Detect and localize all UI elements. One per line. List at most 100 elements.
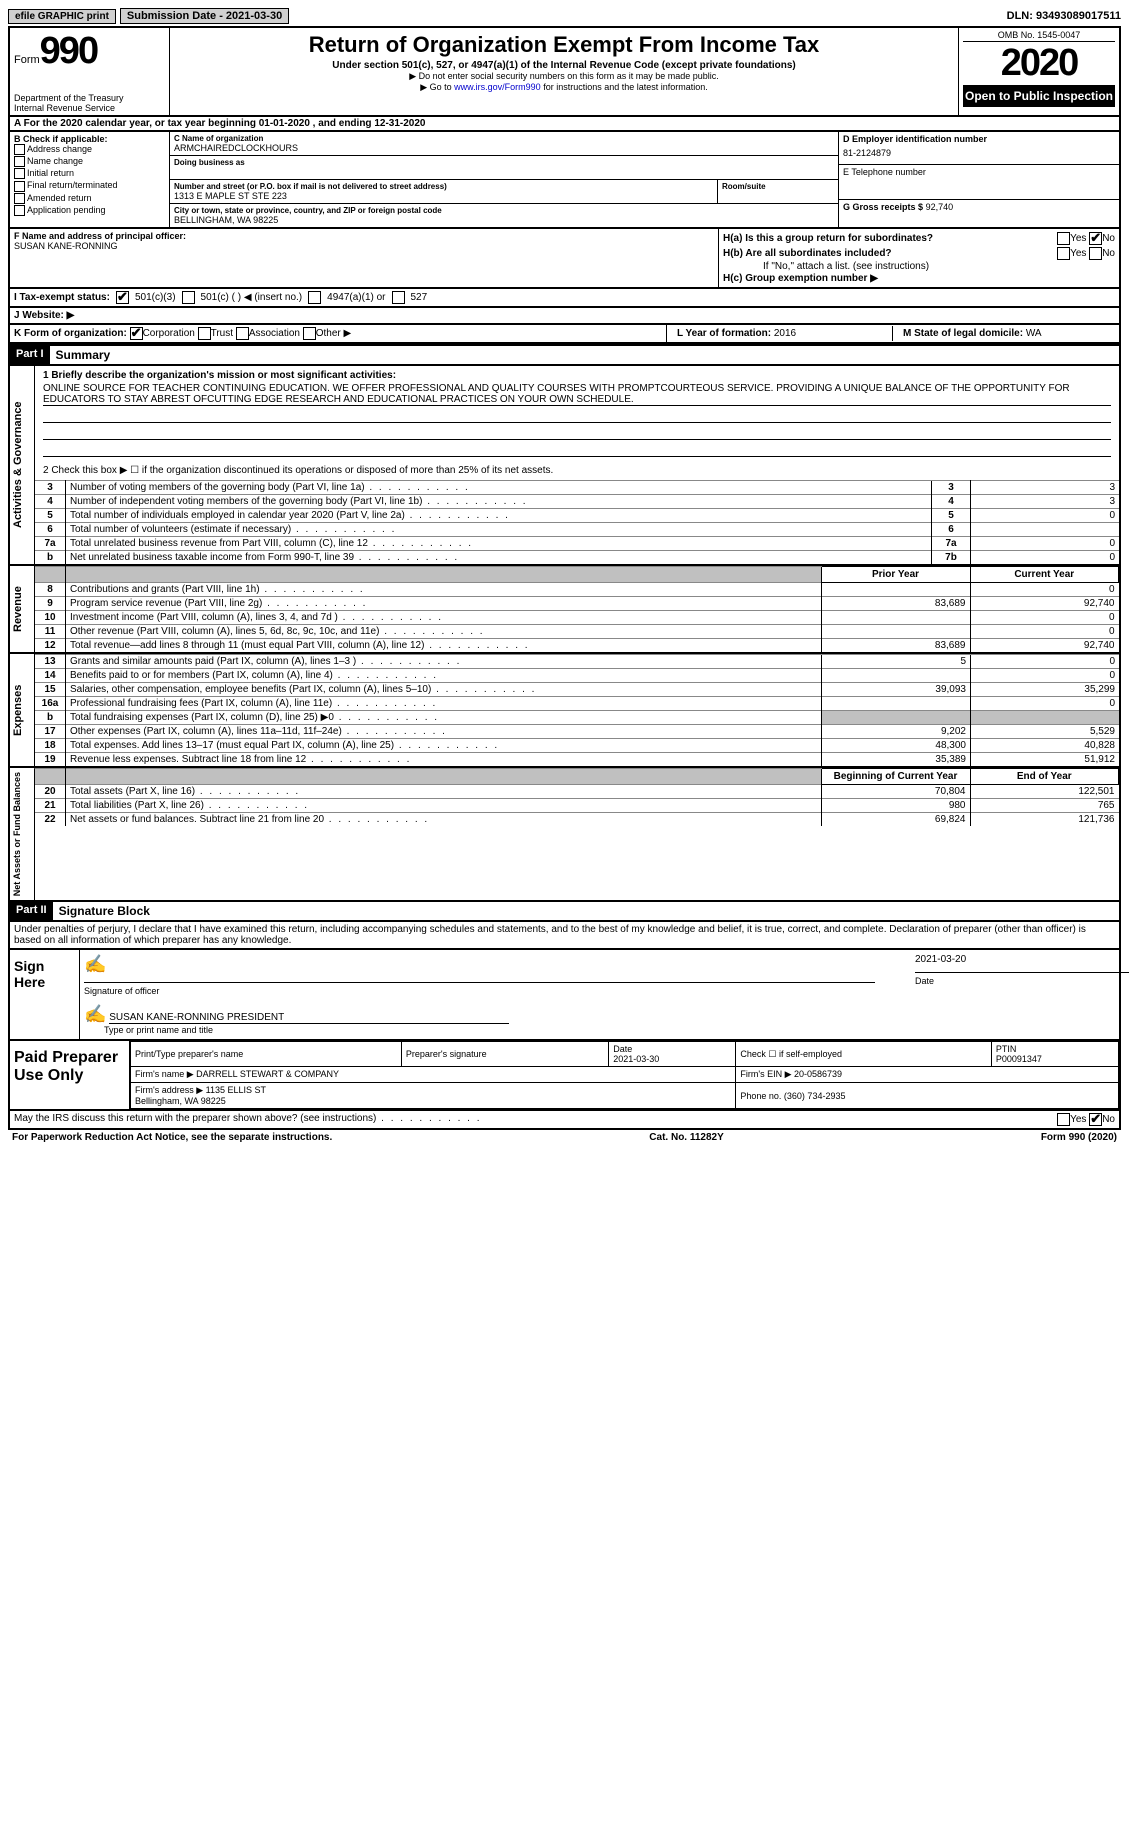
ha-label: H(a) Is this a group return for subordin… <box>723 233 933 244</box>
officer-name: SUSAN KANE-RONNING <box>14 241 714 251</box>
paid-preparer-block: Paid Preparer Use Only Print/Type prepar… <box>8 1041 1121 1111</box>
footer: For Paperwork Reduction Act Notice, see … <box>8 1130 1121 1145</box>
ein-label: D Employer identification number <box>843 134 1115 144</box>
form-header: Form990 Department of the Treasury Inter… <box>8 28 1121 117</box>
open-inspection: Open to Public Inspection <box>963 85 1115 107</box>
year-form-label: L Year of formation: <box>677 328 771 339</box>
prep-date-label: Date <box>613 1044 632 1054</box>
hb-yes[interactable]: Yes <box>1070 248 1086 259</box>
net-section-label: Net Assets or Fund Balances <box>10 768 35 900</box>
gross-label: G Gross receipts $ <box>843 202 923 212</box>
netassets-table: Beginning of Current YearEnd of Year20To… <box>35 768 1119 826</box>
section-b-through-g: B Check if applicable: Address change Na… <box>8 132 1121 229</box>
tax-year: 2020 <box>963 42 1115 85</box>
revenue-table: Prior YearCurrent Year8Contributions and… <box>35 566 1119 652</box>
part2-title: Signature Block <box>53 902 156 920</box>
gross-value: 92,740 <box>926 202 954 212</box>
sig-officer-label: Signature of officer <box>84 986 875 996</box>
firm-ein: 20-0586739 <box>794 1069 842 1079</box>
rev-section-label: Revenue <box>10 566 35 652</box>
opt-501c[interactable]: 501(c) ( ) ◀ (insert no.) <box>201 292 303 303</box>
opt-501c3[interactable]: 501(c)(3) <box>135 292 176 303</box>
firm-addr-label: Firm's address ▶ <box>135 1085 203 1095</box>
part1-header: Part I <box>10 346 50 364</box>
cat-number: Cat. No. 11282Y <box>649 1132 723 1143</box>
form-number: Form990 <box>14 30 165 73</box>
prep-name-label: Print/Type preparer's name <box>131 1042 402 1067</box>
chk-pending[interactable]: Application pending <box>27 205 106 215</box>
opt-4947[interactable]: 4947(a)(1) or <box>327 292 385 303</box>
irs-link[interactable]: www.irs.gov/Form990 <box>454 82 541 92</box>
hc-label: H(c) Group exemption number ▶ <box>723 273 878 284</box>
street-address: 1313 E MAPLE ST STE 223 <box>174 191 713 201</box>
hb-no[interactable]: No <box>1102 248 1115 259</box>
hb-label: H(b) Are all subordinates included? <box>723 248 892 259</box>
org-name-label: C Name of organization <box>174 134 834 143</box>
q1-label: 1 Briefly describe the organization's mi… <box>43 370 1111 381</box>
row-a-dates: A For the 2020 calendar year, or tax yea… <box>8 117 1121 132</box>
discuss-row: May the IRS discuss this return with the… <box>8 1111 1121 1130</box>
domicile-label: M State of legal domicile: <box>903 328 1023 339</box>
firm-phone-label: Phone no. <box>740 1091 781 1101</box>
top-bar: efile GRAPHIC print Submission Date - 20… <box>8 8 1121 28</box>
part1-title: Summary <box>50 346 117 364</box>
domicile-val: WA <box>1026 328 1042 339</box>
ha-no[interactable]: No <box>1102 233 1115 244</box>
exp-section-label: Expenses <box>10 654 35 766</box>
year-form-val: 2016 <box>774 328 796 339</box>
city-value: BELLINGHAM, WA 98225 <box>174 215 834 225</box>
website-label: J Website: ▶ <box>14 310 74 321</box>
form-subtitle: Under section 501(c), 527, or 4947(a)(1)… <box>174 60 954 71</box>
row-k-l-m: K Form of organization: Corporation Trus… <box>8 325 1121 344</box>
discuss-no[interactable]: No <box>1102 1114 1115 1125</box>
sign-here-label: Sign Here <box>10 950 80 1039</box>
city-label: City or town, state or province, country… <box>174 206 834 215</box>
sig-date: 2021-03-20 <box>915 954 1115 965</box>
opt-corp[interactable]: Corporation <box>143 328 195 339</box>
officer-label: F Name and address of principal officer: <box>14 231 714 241</box>
ptin-value: P00091347 <box>996 1054 1042 1064</box>
opt-527[interactable]: 527 <box>411 292 428 303</box>
row-i: I Tax-exempt status: 501(c)(3) 501(c) ( … <box>8 289 1121 308</box>
tax-status-label: I Tax-exempt status: <box>14 292 110 303</box>
prep-sig-label: Preparer's signature <box>401 1042 608 1067</box>
self-employed-label: Check ☐ if self-employed <box>736 1042 991 1067</box>
firm-phone: (360) 734-2935 <box>784 1091 846 1101</box>
org-name: ARMCHAIREDCLOCKHOURS <box>174 143 834 153</box>
ein-value: 81-2124879 <box>843 144 1115 162</box>
discuss-label: May the IRS discuss this return with the… <box>14 1113 482 1126</box>
paid-prep-label: Paid Preparer Use Only <box>10 1041 130 1109</box>
chk-amended[interactable]: Amended return <box>27 193 92 203</box>
gov-section-label: Activities & Governance <box>10 366 35 564</box>
sign-here-block: Sign Here ✍ Signature of officer 2021-03… <box>8 950 1121 1041</box>
omb-number: OMB No. 1545-0047 <box>963 30 1115 42</box>
discuss-yes[interactable]: Yes <box>1070 1114 1086 1125</box>
efile-button[interactable]: efile GRAPHIC print <box>8 9 116 24</box>
dln-label: DLN: 93493089017511 <box>1007 10 1121 22</box>
submission-date: Submission Date - 2021-03-30 <box>120 8 289 24</box>
chk-initial[interactable]: Initial return <box>27 168 74 178</box>
governance-table: 3Number of voting members of the governi… <box>35 480 1119 564</box>
chk-name[interactable]: Name change <box>27 156 83 166</box>
dept-label: Department of the Treasury Internal Reve… <box>14 93 165 113</box>
firm-name-label: Firm's name ▶ <box>135 1069 194 1079</box>
phone-label: E Telephone number <box>843 167 1115 177</box>
row-j: J Website: ▶ <box>8 308 1121 325</box>
mission-text: ONLINE SOURCE FOR TEACHER CONTINUING EDU… <box>43 383 1111 406</box>
form-title: Return of Organization Exempt From Incom… <box>174 32 954 58</box>
opt-other[interactable]: Other ▶ <box>316 328 351 339</box>
paperwork-notice: For Paperwork Reduction Act Notice, see … <box>12 1132 332 1143</box>
form-org-label: K Form of organization: <box>14 328 127 339</box>
officer-name-title: SUSAN KANE-RONNING PRESIDENT <box>109 1012 509 1024</box>
date-label: Date <box>915 976 1115 986</box>
expenses-table: 13Grants and similar amounts paid (Part … <box>35 654 1119 766</box>
firm-name: DARRELL STEWART & COMPANY <box>196 1069 339 1079</box>
chk-final[interactable]: Final return/terminated <box>27 180 118 190</box>
name-title-label: Type or print name and title <box>104 1025 1115 1035</box>
opt-assoc[interactable]: Association <box>249 328 300 339</box>
ptin-label: PTIN <box>996 1044 1017 1054</box>
ha-yes[interactable]: Yes <box>1070 233 1086 244</box>
opt-trust[interactable]: Trust <box>211 328 233 339</box>
box-b-title: B Check if applicable: <box>14 134 165 144</box>
chk-address[interactable]: Address change <box>27 144 92 154</box>
